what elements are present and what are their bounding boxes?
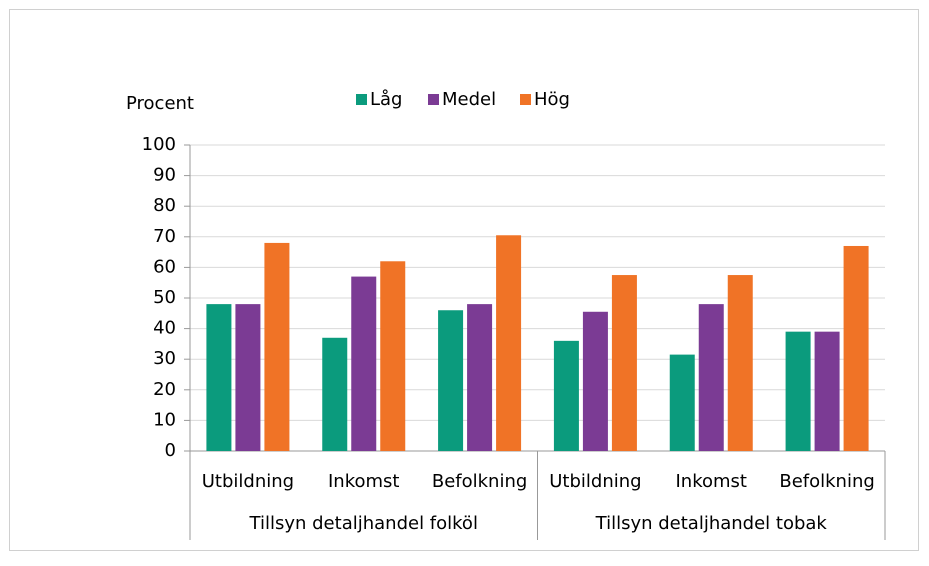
y-tick-label: 60 [153,256,176,277]
chart-frame [9,9,919,551]
x-tick-label: Befolkning [432,471,527,492]
bar [496,235,522,451]
bar [235,304,261,451]
bar [206,304,232,451]
x-tick-label: Inkomst [328,471,399,492]
legend-swatch [356,94,367,105]
bar [438,310,464,451]
bar [380,261,406,451]
bar [669,354,695,451]
group-label: Tillsyn detaljhandel tobak [595,513,828,534]
y-tick-label: 80 [153,195,176,216]
legend-label: Låg [370,89,402,110]
y-tick-label: 70 [153,226,176,247]
y-tick-label: 20 [153,379,176,400]
bar [553,340,579,451]
bar [698,304,724,451]
x-tick-label: Inkomst [676,471,747,492]
bar [351,276,377,451]
bar [727,275,753,451]
y-tick-label: 100 [142,134,176,155]
legend-swatch [428,94,439,105]
bar [322,337,348,451]
legend-label: Medel [442,89,496,110]
bar [843,245,869,451]
y-tick-label: 90 [153,165,176,186]
group-label: Tillsyn detaljhandel folköl [249,513,478,534]
bar [611,275,637,451]
x-tick-label: Utbildning [202,471,294,492]
x-tick-label: Utbildning [549,471,641,492]
bar [814,331,840,451]
legend-swatch [520,94,531,105]
bar [467,304,493,451]
y-axis-label: Procent [126,93,194,114]
bar [785,331,811,451]
x-tick-label: Befolkning [779,471,874,492]
bar [582,311,608,451]
y-tick-label: 10 [153,409,176,430]
y-tick-label: 50 [153,287,176,308]
legend-label: Hög [534,89,570,110]
y-tick-label: 40 [153,318,176,339]
bar [264,242,290,451]
y-tick-label: 30 [153,348,176,369]
y-tick-label: 0 [165,440,176,461]
